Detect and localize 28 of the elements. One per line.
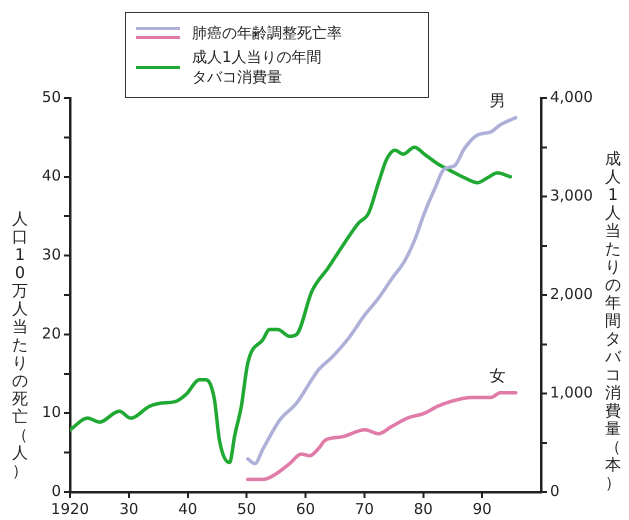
series-label: 女 <box>490 366 506 385</box>
legend-title: 肺癌の年齢調整死亡率 <box>192 23 342 43</box>
x-tick-label: 40 <box>178 500 198 518</box>
x-tick-label: 1920 <box>50 500 90 518</box>
y2-tick-label: 4,000 <box>550 88 593 106</box>
x-tick-label: 80 <box>414 500 433 518</box>
text: 人口10万人当たりの死亡（人） <box>12 209 28 480</box>
x-tick-label: 30 <box>119 500 138 518</box>
y2-tick-label: 0 <box>550 482 560 500</box>
x-tick-label: 60 <box>296 500 316 518</box>
y-tick-label: 40 <box>42 166 61 185</box>
text: 成人1人当たりの年間タバコ消費量（本） <box>605 149 621 492</box>
line-series <box>246 390 518 482</box>
y-tick-label: 10 <box>42 403 61 422</box>
y2-tick-label: 1,000 <box>550 383 593 402</box>
legend-label: 成人1人当りの年間タバコ消費量 <box>192 47 323 87</box>
x-tick-label: 90 <box>472 500 492 518</box>
y2-tick-label: 2,000 <box>550 284 593 303</box>
x-tick-label: 70 <box>354 500 374 518</box>
line-series <box>70 146 512 464</box>
y-tick-label: 0 <box>51 482 61 500</box>
series-label: 男 <box>490 90 506 110</box>
y-tick-label: 30 <box>42 245 61 264</box>
x-tick-label: 50 <box>237 500 256 518</box>
line-series <box>246 116 518 466</box>
y2-tick-label: 3,000 <box>550 186 593 204</box>
y-tick-label: 50 <box>42 88 61 106</box>
y-tick-label: 20 <box>42 324 61 342</box>
